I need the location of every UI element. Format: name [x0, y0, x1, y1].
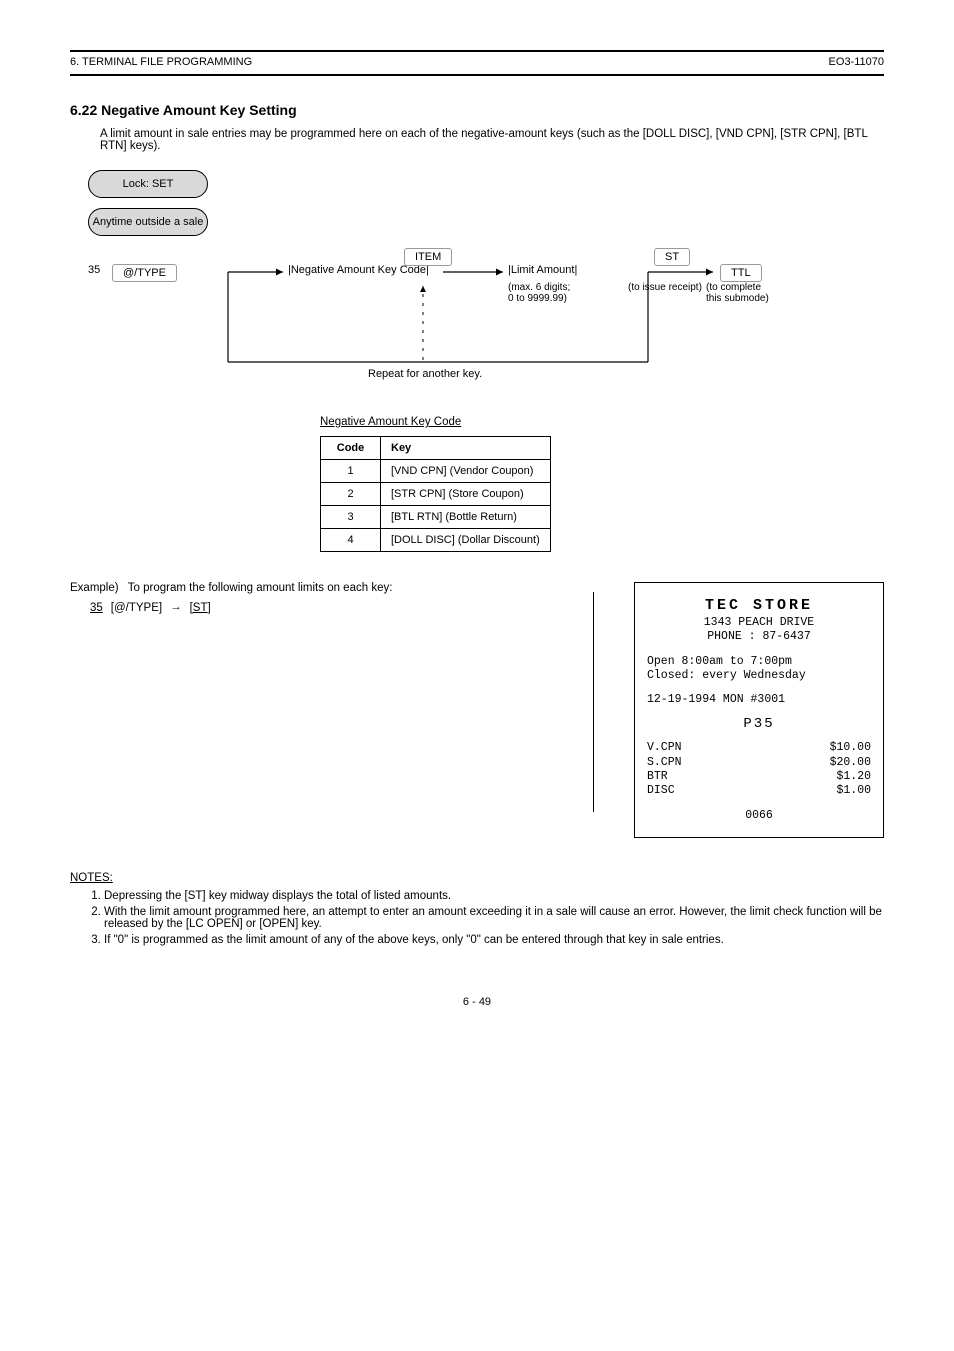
receipt-item: S.CPN $20.00	[647, 756, 871, 770]
cell-key: [STR CPN] (Store Coupon)	[381, 483, 551, 506]
flow-to-complete: (to complete this submode)	[706, 282, 769, 304]
notes-block: NOTES: Depressing the [ST] key midway di…	[70, 872, 884, 946]
example-left: Example) To program the following amount…	[70, 582, 553, 614]
table-row: 2 [STR CPN] (Store Coupon)	[321, 483, 551, 506]
rule-top	[70, 50, 884, 52]
table-header-row: Code Key	[321, 437, 551, 460]
item-name: V.CPN	[647, 741, 682, 755]
cell-code: 3	[321, 506, 381, 529]
cell-key: [BTL RTN] (Bottle Return)	[381, 506, 551, 529]
flow-item: ITEM	[404, 248, 452, 266]
example-heading: Example) To program the following amount…	[70, 582, 553, 594]
receipt-datetime: 12-19-1994 MON #3001	[647, 693, 871, 707]
intro-paragraph: A limit amount in sale entries may be pr…	[100, 128, 884, 152]
table-row: 1 [VND CPN] (Vendor Coupon)	[321, 460, 551, 483]
condition-buttons: Lock: SET Anytime outside a sale	[88, 170, 884, 236]
flow-repeat-label: Repeat for another key.	[368, 368, 482, 380]
item-name: BTR	[647, 770, 668, 784]
item-name: DISC	[647, 784, 675, 798]
rule-top-2	[70, 74, 884, 76]
flow-limit: |Limit Amount|	[508, 264, 577, 276]
receipt-item: DISC $1.00	[647, 784, 871, 798]
seq-st: [ST]	[190, 602, 211, 614]
table-row: 4 [DOLL DISC] (Dollar Discount)	[321, 529, 551, 552]
note-item: If "0" is programmed as the limit amount…	[104, 934, 884, 946]
cell-code: 2	[321, 483, 381, 506]
note-item: Depressing the [ST] key midway displays …	[104, 890, 884, 902]
receipt-item: V.CPN $10.00	[647, 741, 871, 755]
example-row: Example) To program the following amount…	[70, 582, 884, 838]
seq-35: 35	[90, 602, 103, 614]
arrow-icon: →	[170, 601, 182, 613]
receipt-closed: Closed: every Wednesday	[647, 669, 871, 683]
section-title: 6.22 Negative Amount Key Setting	[70, 102, 884, 118]
flow-st: ST	[654, 248, 690, 266]
receipt-store: TEC STORE	[647, 597, 871, 616]
receipt-seq: 0066	[647, 809, 871, 823]
flow-35: 35	[88, 264, 100, 276]
col-code: Code	[321, 437, 381, 460]
receipt-addr: 1343 PEACH DRIVE	[647, 616, 871, 630]
flow-at-type: @/TYPE	[112, 264, 177, 282]
note-item: With the limit amount programmed here, a…	[104, 906, 884, 930]
cell-key: [DOLL DISC] (Dollar Discount)	[381, 529, 551, 552]
seq-at: [@/TYPE]	[111, 602, 162, 614]
example-sequence: 35 [@/TYPE] → [ST]	[90, 602, 553, 614]
key-code-title: Negative Amount Key Code	[320, 416, 884, 428]
item-amt: $10.00	[830, 741, 871, 755]
item-amt: $1.20	[836, 770, 871, 784]
cell-code: 1	[321, 460, 381, 483]
anytime-pill: Anytime outside a sale	[88, 208, 208, 236]
item-name: S.CPN	[647, 756, 682, 770]
page-root: 6. TERMINAL FILE PROGRAMMING EO3-11070 6…	[0, 0, 954, 1068]
header-left: 6. TERMINAL FILE PROGRAMMING	[70, 56, 252, 68]
receipt: TEC STORE 1343 PEACH DRIVE PHONE : 87-64…	[634, 582, 884, 838]
cell-code: 4	[321, 529, 381, 552]
lock-set-pill: Lock: SET	[88, 170, 208, 198]
receipt-item: BTR $1.20	[647, 770, 871, 784]
vertical-divider	[593, 592, 594, 812]
item-amt: $20.00	[830, 756, 871, 770]
receipt-mode: P35	[647, 716, 871, 734]
flow-to-issue: (to issue receipt)	[628, 282, 702, 293]
table-row: 3 [BTL RTN] (Bottle Return)	[321, 506, 551, 529]
key-code-table: Code Key 1 [VND CPN] (Vendor Coupon) 2 […	[320, 436, 551, 552]
flow-max-note: (max. 6 digits; 0 to 9999.99)	[508, 282, 570, 304]
header-right: EO3-11070	[829, 56, 884, 68]
col-key: Key	[381, 437, 551, 460]
flow-ttl: TTL	[720, 264, 762, 282]
flow-diagram: 35 @/TYPE |Negative Amount Key Code| ITE…	[88, 242, 884, 402]
receipt-open: Open 8:00am to 7:00pm	[647, 655, 871, 669]
key-code-block: Negative Amount Key Code Code Key 1 [VND…	[320, 416, 884, 552]
receipt-phone: PHONE : 87-6437	[647, 630, 871, 644]
page-footer: 6 - 49	[70, 996, 884, 1008]
cell-key: [VND CPN] (Vendor Coupon)	[381, 460, 551, 483]
item-amt: $1.00	[836, 784, 871, 798]
notes-heading: NOTES:	[70, 872, 884, 884]
running-header: 6. TERMINAL FILE PROGRAMMING EO3-11070	[70, 56, 884, 68]
